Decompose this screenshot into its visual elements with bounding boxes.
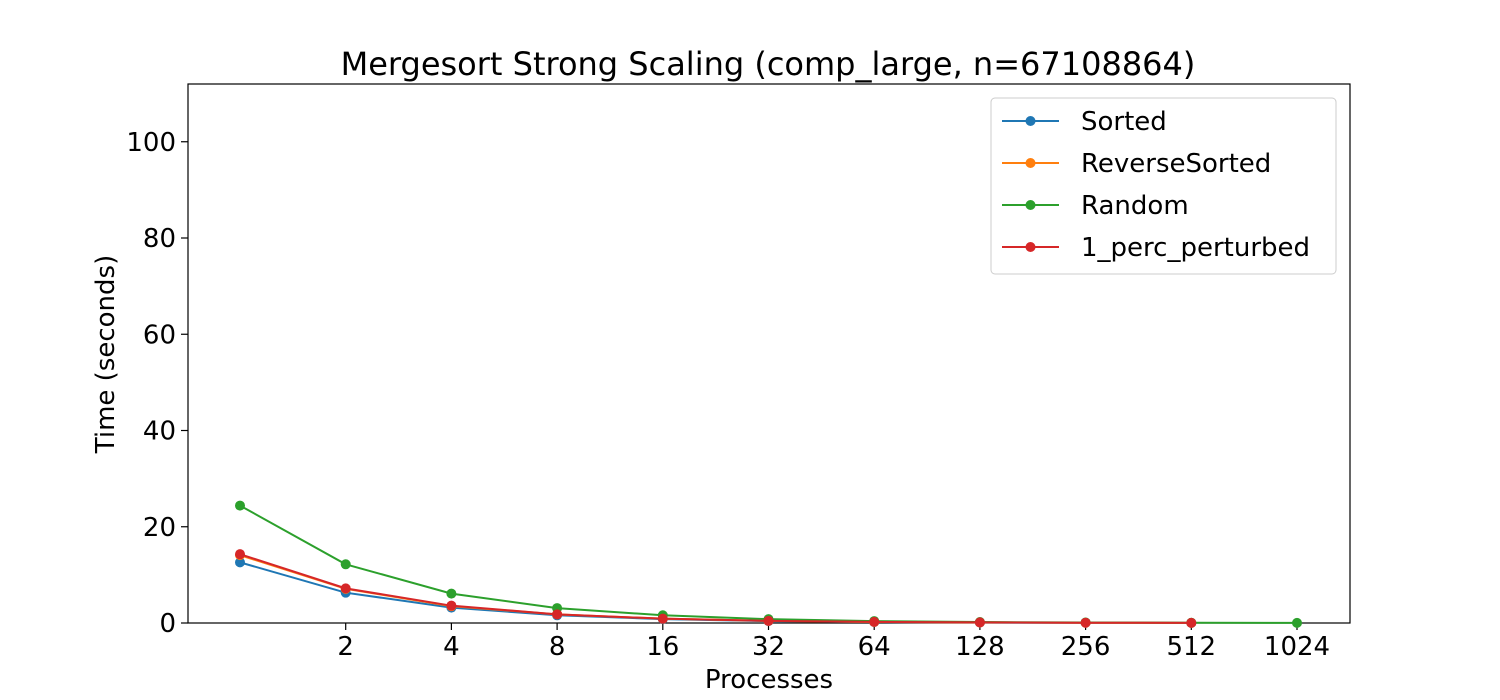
y-tick-label: 0	[159, 609, 176, 639]
legend-label: ReverseSorted	[1081, 149, 1271, 179]
data-point	[869, 617, 879, 627]
series-1_perc_perturbed	[235, 549, 1196, 628]
data-point	[235, 501, 245, 511]
data-point	[1186, 618, 1196, 628]
data-point	[446, 589, 456, 599]
x-tick-label: 8	[549, 632, 566, 662]
x-tick-label: 512	[1166, 632, 1216, 662]
data-point	[1081, 618, 1091, 628]
y-tick-label: 80	[143, 224, 176, 254]
y-tick-label: 40	[143, 417, 176, 447]
legend-label: 1_perc_perturbed	[1081, 233, 1310, 263]
legend-marker	[1026, 158, 1036, 168]
series-line	[240, 562, 1191, 622]
series-ReverseSorted	[235, 550, 1196, 628]
x-tick-label: 256	[1061, 632, 1111, 662]
data-point	[446, 601, 456, 611]
series-line	[240, 554, 1191, 623]
x-tick-label: 16	[646, 632, 679, 662]
series-layer	[235, 501, 1302, 628]
data-point	[1292, 618, 1302, 628]
y-tick-label: 60	[143, 320, 176, 350]
data-point	[975, 617, 985, 627]
legend-marker	[1026, 200, 1036, 210]
x-tick-label: 4	[443, 632, 460, 662]
legend-marker	[1026, 242, 1036, 252]
data-point	[658, 614, 668, 624]
x-tick-label: 32	[752, 632, 785, 662]
y-axis: 0 20 40 60 80 100	[126, 128, 188, 639]
legend-label: Random	[1081, 191, 1189, 221]
legend-label: Sorted	[1081, 107, 1167, 137]
data-point	[552, 609, 562, 619]
data-point	[341, 583, 351, 593]
series-line	[240, 555, 1191, 623]
x-tick-label: 64	[858, 632, 891, 662]
x-tick-label: 1024	[1264, 632, 1330, 662]
data-point	[235, 549, 245, 559]
legend-marker	[1026, 116, 1036, 126]
y-axis-label: Time (seconds)	[91, 255, 121, 454]
y-tick-label: 100	[126, 128, 176, 158]
series-line	[240, 506, 1297, 623]
x-tick-label: 128	[955, 632, 1005, 662]
legend: Sorted ReverseSorted Random 1_perc_perturbe…	[991, 98, 1336, 274]
series-Random	[235, 501, 1302, 628]
y-tick-label: 20	[143, 513, 176, 543]
data-point	[341, 559, 351, 569]
x-tick-label: 2	[337, 632, 354, 662]
data-point	[764, 616, 774, 626]
x-axis: 2 4 8 16 32 64 128 256 512 1024	[337, 623, 1330, 662]
chart-title: Mergesort Strong Scaling (comp_large, n=…	[341, 45, 1196, 83]
x-axis-label: Processes	[705, 665, 833, 695]
